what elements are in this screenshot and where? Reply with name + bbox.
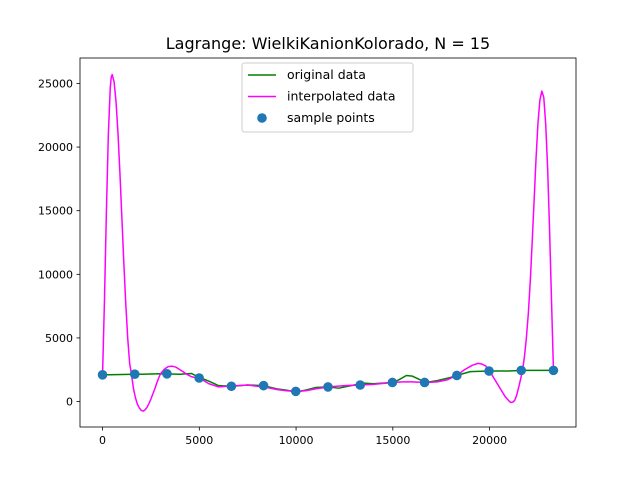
sample-point [194, 373, 204, 383]
x-tick-label: 20000 [472, 434, 507, 447]
axes-layer: 0 5000 10000 15000 20000 0 5000 10000 15000 20000… [38, 57, 577, 447]
sample-point [387, 377, 398, 388]
sample-point [484, 366, 494, 376]
y-tick-label: 10000 [38, 268, 73, 281]
x-tick-label: 0 [99, 434, 106, 447]
sample-point [258, 380, 269, 391]
legend-box [241, 62, 414, 133]
sample-point [129, 369, 140, 379]
sample-point [548, 365, 559, 376]
sample-point [355, 380, 366, 390]
sample-point [226, 381, 237, 392]
y-tick-label: 0 [66, 396, 73, 409]
legend-label-2: sample points [287, 110, 375, 125]
legend-swatch-2 [257, 113, 267, 123]
sample-point [419, 377, 430, 388]
sample-point [452, 370, 462, 381]
legend-label-0: original data [287, 67, 366, 82]
chart-title: Lagrange: WielkiKanionKolorado, N = 15 [166, 34, 490, 53]
legend: original data interpolated data sample poi… [241, 62, 414, 133]
y-tick-label: 25000 [38, 77, 73, 90]
x-tick-label: 5000 [185, 434, 213, 447]
sample-point [290, 386, 301, 397]
sample-point [516, 365, 527, 376]
axes-frame [79, 57, 577, 428]
legend-label-1: interpolated data [287, 89, 396, 104]
y-tick-label: 5000 [45, 332, 73, 345]
x-tick-label: 15000 [375, 434, 410, 447]
sample-point [162, 369, 172, 379]
sample-point [97, 370, 108, 380]
y-tick-label: 15000 [38, 205, 73, 218]
y-tick-label: 20000 [38, 141, 73, 154]
x-tick-label: 10000 [279, 434, 314, 447]
sample-point [323, 382, 333, 392]
series-layer [97, 73, 559, 412]
